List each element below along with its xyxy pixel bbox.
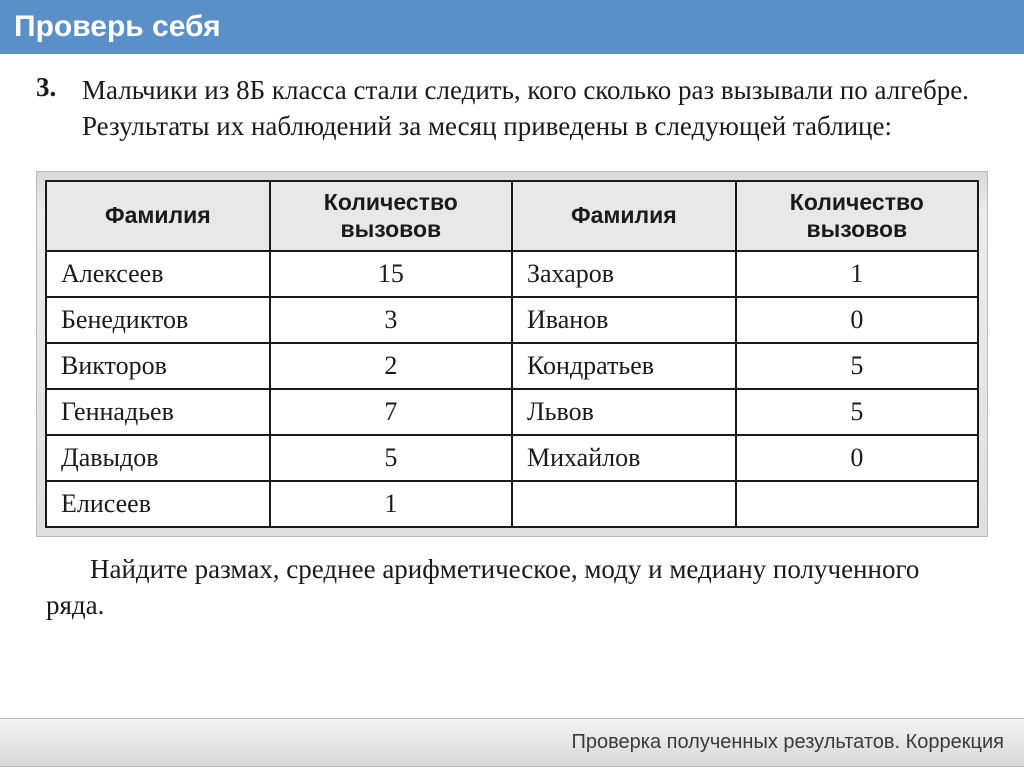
table-row: Викторов 2 Кондратьев 5 bbox=[46, 343, 978, 389]
cell-surname: Захаров bbox=[512, 251, 736, 297]
table-header-row: Фамилия Количество вызовов Фамилия Колич… bbox=[46, 181, 978, 251]
col-header-count-2: Количество вызовов bbox=[736, 181, 978, 251]
cell-surname: Львов bbox=[512, 389, 736, 435]
content-area: 3. Мальчики из 8Б класса стали следить, … bbox=[0, 54, 1024, 624]
cell-count: 1 bbox=[270, 481, 512, 527]
cell-count: 15 bbox=[270, 251, 512, 297]
col-header-count-1: Количество вызовов bbox=[270, 181, 512, 251]
problem-text: Мальчики из 8Б класса стали следить, ког… bbox=[82, 72, 988, 145]
table-row: Елисеев 1 bbox=[46, 481, 978, 527]
cell-surname: Елисеев bbox=[46, 481, 270, 527]
data-table: Фамилия Количество вызовов Фамилия Колич… bbox=[45, 180, 979, 528]
cell-count: 0 bbox=[736, 297, 978, 343]
cell-count bbox=[736, 481, 978, 527]
cell-count: 2 bbox=[270, 343, 512, 389]
cell-surname: Викторов bbox=[46, 343, 270, 389]
table-row: Бенедиктов 3 Иванов 0 bbox=[46, 297, 978, 343]
problem-statement: 3. Мальчики из 8Б класса стали следить, … bbox=[36, 72, 988, 145]
cell-count: 1 bbox=[736, 251, 978, 297]
cell-surname: Давыдов bbox=[46, 435, 270, 481]
cell-count: 5 bbox=[270, 435, 512, 481]
cell-surname bbox=[512, 481, 736, 527]
page-footer: Проверка полученных результатов. Коррекц… bbox=[0, 718, 1024, 767]
col-header-surname-1: Фамилия bbox=[46, 181, 270, 251]
cell-count: 3 bbox=[270, 297, 512, 343]
cell-surname: Геннадьев bbox=[46, 389, 270, 435]
cell-surname: Кондратьев bbox=[512, 343, 736, 389]
table-row: Давыдов 5 Михайлов 0 bbox=[46, 435, 978, 481]
cell-surname: Михайлов bbox=[512, 435, 736, 481]
table-container: Фамилия Количество вызовов Фамилия Колич… bbox=[36, 171, 988, 537]
cell-count: 5 bbox=[736, 389, 978, 435]
header-title: Проверь себя bbox=[14, 10, 221, 43]
cell-surname: Алексеев bbox=[46, 251, 270, 297]
table-row: Геннадьев 7 Львов 5 bbox=[46, 389, 978, 435]
cell-count: 5 bbox=[736, 343, 978, 389]
table-row: Алексеев 15 Захаров 1 bbox=[46, 251, 978, 297]
cell-surname: Бенедиктов bbox=[46, 297, 270, 343]
cell-count: 7 bbox=[270, 389, 512, 435]
task-instruction: Найдите размах, среднее арифметическое, … bbox=[36, 551, 988, 624]
footer-text: Проверка полученных результатов. Коррекц… bbox=[572, 731, 1005, 753]
page-header: Проверь себя bbox=[0, 0, 1024, 54]
col-header-surname-2: Фамилия bbox=[512, 181, 736, 251]
cell-surname: Иванов bbox=[512, 297, 736, 343]
problem-number: 3. bbox=[36, 72, 60, 103]
cell-count: 0 bbox=[736, 435, 978, 481]
